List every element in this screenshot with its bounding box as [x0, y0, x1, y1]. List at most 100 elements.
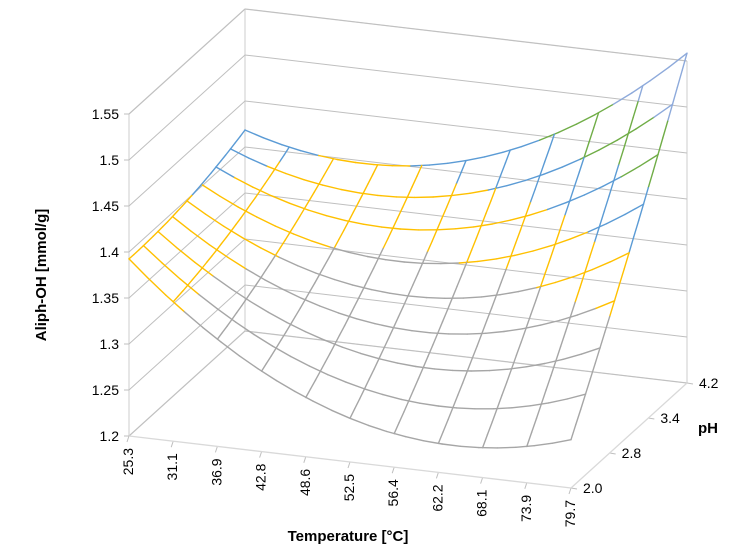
mesh-column-segment [569, 301, 576, 318]
mesh-column-segment [544, 147, 551, 163]
mesh-column-segment [314, 370, 321, 381]
mesh-row-segment [128, 258, 149, 279]
mesh-column-segment [264, 175, 271, 185]
mesh-row-segment [458, 260, 479, 264]
mesh-row-segment [446, 159, 467, 165]
mesh-column-segment [215, 242, 223, 251]
mesh-column-segment [279, 239, 286, 249]
mesh-column-segment [437, 430, 444, 445]
z-tick-label: 1.35 [92, 290, 119, 306]
mesh-column-segment [294, 307, 301, 317]
mesh-column-segment [396, 206, 404, 219]
mesh-row-segment [575, 113, 596, 125]
mesh-row-segment [229, 148, 250, 159]
z-gridline [128, 284, 688, 391]
mesh-row-segment [345, 381, 366, 390]
mesh-row-segment [340, 188, 361, 194]
mesh-column-segment [309, 282, 316, 293]
mesh-column-segment [408, 389, 415, 402]
mesh-row-segment [404, 435, 425, 442]
mesh-row-segment [436, 228, 457, 231]
mesh-column-segment [588, 126, 595, 144]
mesh-row-segment [294, 390, 314, 402]
mesh-row-segment [378, 358, 399, 364]
mesh-column-segment [289, 315, 297, 326]
mesh-row-segment [299, 149, 320, 157]
mesh-row-segment [602, 176, 622, 188]
mesh-column-segment [309, 379, 317, 390]
x-axis-ticks: 25.3 31.1 36.9 42.8 48.6 52.5 56.4 62.2 68.1 73.9… [120, 435, 578, 527]
mesh-column-segment [617, 148, 625, 166]
mesh-column-segment [201, 261, 208, 269]
mesh-column-segment [442, 418, 449, 433]
mesh-column-segment [455, 171, 462, 185]
mesh-row-segment [525, 362, 546, 368]
x-tick-label: 25.3 [120, 448, 136, 475]
mesh-row-segment [573, 268, 593, 278]
mesh-column-segment [181, 200, 188, 207]
mesh-column-segment [460, 159, 467, 174]
mesh-column-segment [608, 179, 615, 197]
mesh-row-segment [238, 355, 259, 370]
mesh-column-segment [318, 175, 325, 185]
mesh-column-segment [530, 417, 538, 434]
mesh-column-segment [162, 220, 169, 228]
mesh-column-segment [363, 277, 370, 289]
mesh-column-segment [220, 154, 227, 162]
mesh-row-segment [190, 230, 211, 246]
mesh-column-segment [244, 203, 252, 212]
mesh-row-segment [396, 362, 417, 368]
z-tick-label: 1.2 [100, 428, 120, 444]
mesh-row-segment [204, 213, 225, 228]
z-tick-label: 1.4 [100, 244, 120, 260]
mesh-row-segment [249, 300, 270, 314]
mesh-row-segment [286, 321, 306, 333]
mesh-column-segment [632, 101, 639, 119]
mesh-column-segment [437, 321, 444, 335]
mesh-column-segment [575, 408, 582, 426]
x-tick-label: 56.4 [385, 479, 401, 506]
mesh-row-segment [503, 328, 524, 333]
mesh-column-segment [499, 162, 507, 177]
mesh-row-segment [319, 305, 339, 314]
mesh-row-segment [492, 407, 513, 410]
mesh-row-segment [388, 292, 409, 297]
mesh-column-segment [421, 251, 428, 264]
mesh-row-segment [171, 215, 192, 232]
mesh-column-segment [226, 318, 233, 327]
mesh-column-segment [348, 306, 355, 318]
mesh-column-segment [377, 247, 384, 260]
x-tick-label: 48.6 [297, 469, 313, 496]
mesh-row-segment [194, 261, 215, 277]
mesh-column-segment [388, 327, 395, 339]
mesh-row-segment [337, 312, 358, 320]
mesh-column-segment [211, 249, 218, 257]
mesh-column-segment [182, 284, 189, 292]
x-tick-mark [391, 467, 395, 474]
mesh-column-segment [501, 381, 508, 397]
mesh-row-segment [502, 145, 522, 154]
mesh-row-segment [354, 161, 375, 166]
mesh-column-segment [580, 393, 587, 411]
mesh-column-segment [260, 362, 268, 372]
mesh-column-segment [638, 203, 645, 222]
mesh-column-segment [662, 120, 669, 139]
mesh-row-segment [253, 333, 274, 347]
mesh-row-segment [241, 236, 262, 249]
x-tick-mark [347, 461, 351, 469]
mesh-column-segment [224, 148, 232, 156]
mesh-row-segment [201, 326, 222, 343]
mesh-column-segment [456, 273, 463, 288]
mesh-row-segment [245, 268, 266, 281]
mesh-row-segment [483, 151, 504, 158]
mesh-column-segment [505, 255, 512, 270]
mesh-column-segment [496, 394, 503, 410]
mesh-row-segment [244, 129, 265, 139]
mesh-column-segment [598, 210, 605, 228]
mesh-column-segment [338, 325, 346, 336]
y-tick-label: 2.8 [622, 445, 642, 461]
mesh-row-segment [583, 185, 604, 196]
mesh-column-segment [235, 305, 243, 314]
mesh-row-segment [330, 409, 351, 419]
